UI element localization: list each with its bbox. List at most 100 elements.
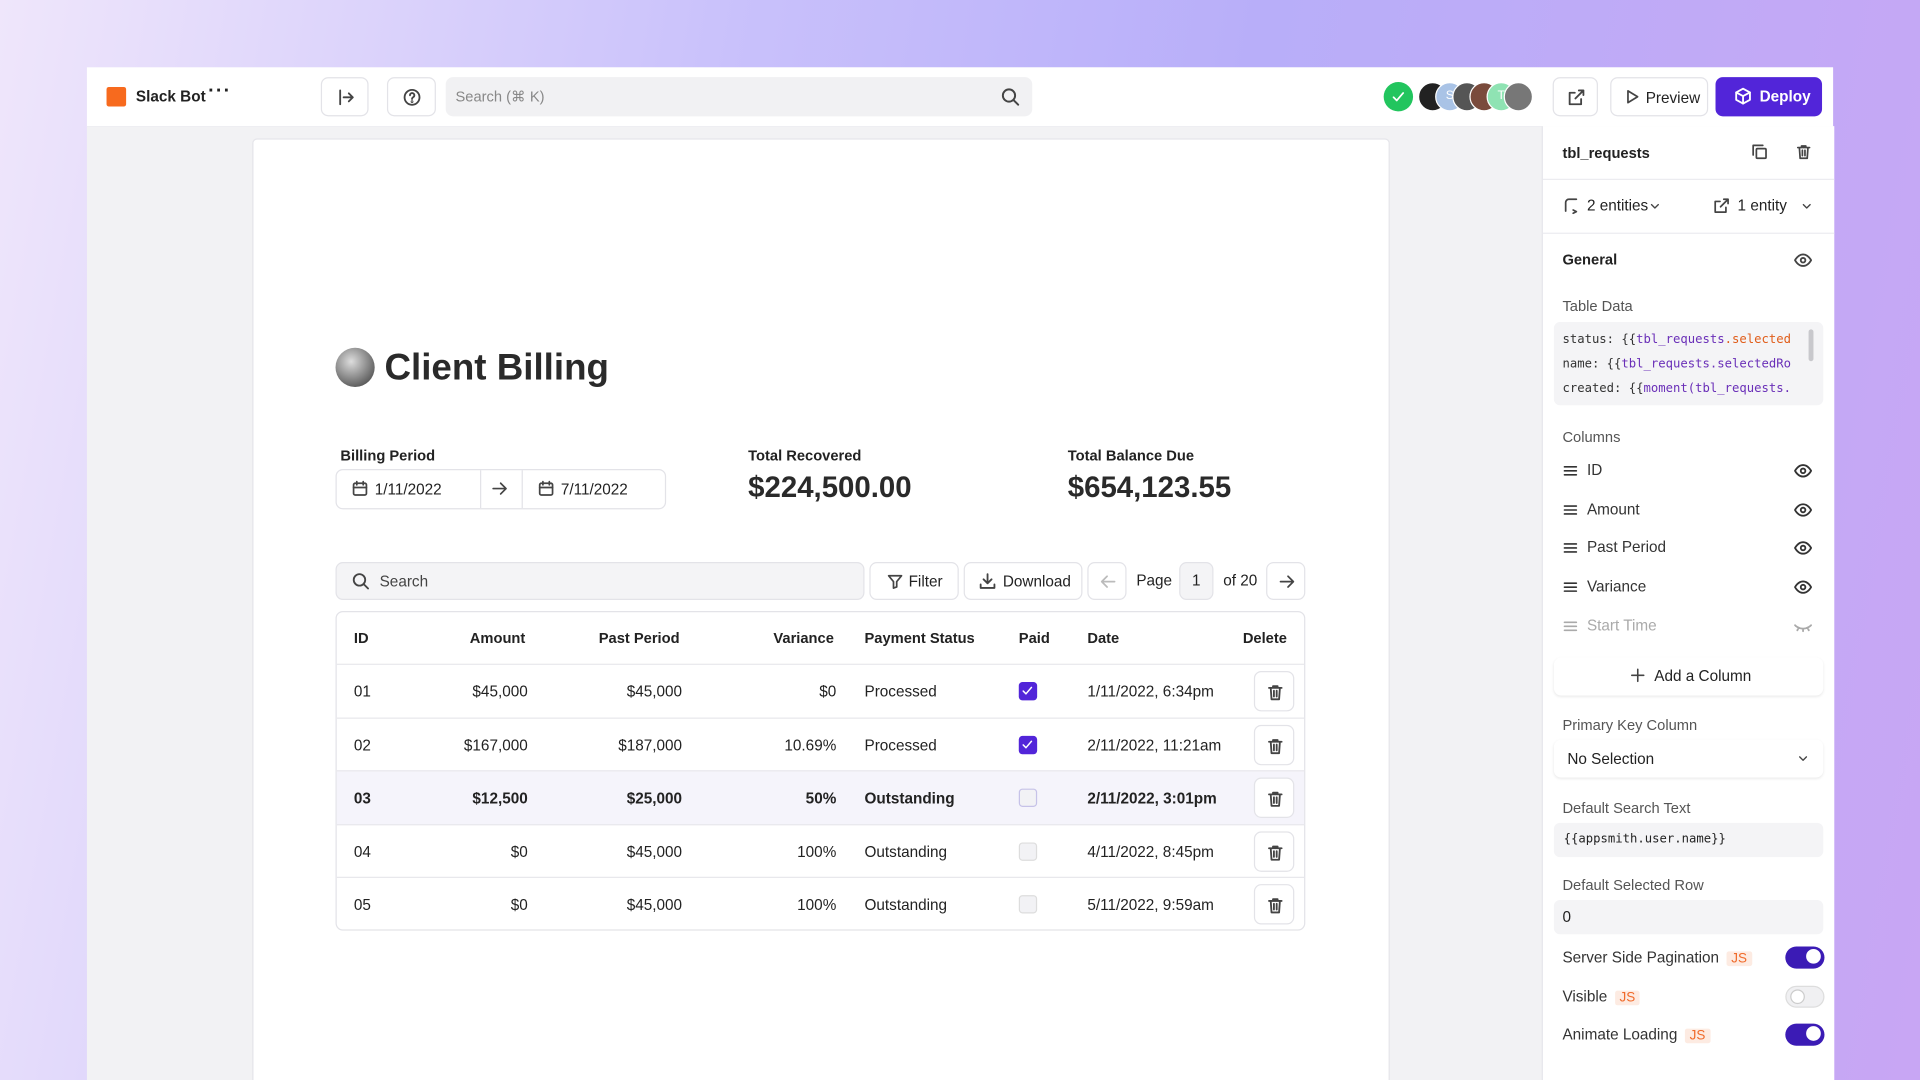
prev-page[interactable] (1087, 562, 1127, 601)
cell: $0 (819, 683, 837, 701)
help-button[interactable] (386, 77, 436, 117)
drag-icon (1563, 504, 1578, 515)
drag-icon (1563, 543, 1578, 554)
copy-icon (1752, 144, 1767, 160)
column-header: ID (353, 629, 369, 647)
trash-icon (1268, 845, 1283, 861)
input-value: 0 (1562, 908, 1571, 926)
share-icon (1714, 198, 1729, 214)
preview-label: Preview (1645, 89, 1701, 107)
delete-button[interactable] (1253, 724, 1295, 765)
column-name[interactable]: ID (1586, 461, 1603, 479)
drag-icon (1563, 582, 1578, 593)
column-name[interactable]: Start Time (1586, 616, 1657, 635)
toggle-switch[interactable] (1785, 1023, 1825, 1046)
paid-checkbox[interactable] (1018, 842, 1038, 861)
cell: 01 (353, 683, 371, 701)
column-header: Amount (469, 629, 526, 647)
preview-button[interactable]: Preview (1610, 77, 1709, 117)
field-label: Primary Key Column (1562, 716, 1698, 734)
code-token: .selectedRo (1709, 357, 1792, 372)
cell: $167,000 (463, 736, 528, 754)
entities-out[interactable]: 1 entity (1737, 197, 1787, 215)
toggle-sidebar[interactable] (320, 77, 369, 117)
column-name[interactable]: Past Period (1586, 539, 1667, 557)
field-label: Default Selected Row (1562, 876, 1704, 894)
js-badge: JS (1684, 1028, 1711, 1044)
add-column-label: Add a Column (1654, 667, 1752, 685)
cell: Outstanding (864, 790, 955, 808)
primary-key-select[interactable]: No Selection (1553, 739, 1824, 778)
toggle-knob (1790, 988, 1805, 1004)
delete-button[interactable] (1253, 884, 1295, 925)
code-line: created: {{moment(tbl_requests. (1562, 382, 1791, 395)
more-menu[interactable]: ··· (208, 80, 232, 102)
cell: Processed (864, 736, 937, 754)
property-pane: tbl_requests 2 entities 1 entity General Tab… (1541, 126, 1835, 1080)
deploy-button[interactable]: Deploy (1715, 77, 1823, 117)
deploy-icon (1735, 87, 1751, 105)
filter-button[interactable]: Filter (869, 562, 959, 601)
cell: 50% (805, 790, 837, 808)
input-value: {{appsmith.user.name}} (1563, 832, 1726, 847)
add-column-button[interactable]: Add a Column (1553, 657, 1824, 696)
code-token: created: {{ (1562, 382, 1644, 396)
code-token: moment(tbl_requests. (1643, 382, 1792, 396)
play-icon (1627, 89, 1639, 104)
toggle-switch[interactable] (1785, 985, 1825, 1008)
table-search[interactable]: Search (335, 562, 865, 601)
eye-icon (1794, 502, 1813, 517)
column-header: Past Period (598, 629, 680, 647)
code-token: tbl_requests (1621, 357, 1710, 372)
cell: $187,000 (618, 736, 683, 754)
trash-icon (1268, 898, 1283, 914)
search-text-input[interactable]: {{appsmith.user.name}} (1553, 822, 1824, 858)
divider (1542, 178, 1835, 181)
selected-row-input[interactable]: 0 (1553, 900, 1824, 935)
column-name[interactable]: Variance (1586, 578, 1647, 596)
header-search[interactable]: Search (⌘ K) (445, 77, 1033, 117)
delete-button[interactable] (1253, 777, 1295, 819)
cell: 4/11/2022, 8:45pm (1087, 843, 1214, 861)
drag-icon (1563, 621, 1578, 631)
stat-value: $224,500.00 (748, 471, 912, 505)
start-date: 1/11/2022 (374, 481, 442, 499)
table-row[interactable]: 04 $0 $45,000 100% Outstanding 4/11/2022, 8:4… (336, 823, 1305, 879)
merge-icon (1564, 198, 1578, 215)
delete-button[interactable] (1253, 671, 1295, 712)
table-row[interactable]: 02 $167,000 $187,000 10.69% Processed 2/11/20… (336, 717, 1305, 772)
paid-checkbox[interactable] (1018, 682, 1038, 701)
toggle-switch[interactable] (1785, 946, 1825, 969)
check-icon (1392, 92, 1405, 102)
table-row[interactable]: 03 $12,500 $25,000 50% Outstanding 2/11/2022,… (336, 770, 1305, 826)
cell: 05 (353, 896, 371, 914)
entities-in[interactable]: 2 entities (1586, 197, 1649, 215)
page-card: Client Billing Billing Period 1/11/2022 7/1… (252, 138, 1390, 1080)
download-button[interactable]: Download (963, 562, 1083, 601)
stat-value: $654,123.55 (1067, 471, 1232, 505)
cell: $45,000 (626, 683, 683, 701)
field-label: Columns (1562, 428, 1621, 446)
column-name[interactable]: Amount (1586, 500, 1640, 518)
paid-checkbox[interactable] (1018, 788, 1038, 808)
cell: 2/11/2022, 11:21am (1087, 736, 1222, 754)
next-page[interactable] (1266, 562, 1306, 601)
date-picker[interactable]: 1/11/2022 7/11/2022 (335, 468, 667, 510)
cal-icon (352, 480, 368, 496)
cal-icon (538, 480, 554, 496)
field-label: Table Data (1562, 297, 1633, 315)
table-row[interactable]: 01 $45,000 $45,000 $0 Processed 1/11/2022, 6:… (336, 663, 1305, 719)
page-title: Client Billing (384, 347, 609, 389)
cell: $45,000 (472, 683, 528, 701)
code-editor[interactable]: status: {{tbl_requests.selected name: {{t… (1553, 322, 1824, 406)
delete-button[interactable] (1253, 831, 1295, 872)
table-row[interactable]: 05 $0 $45,000 100% Outstanding 5/11/2022, 9:5… (336, 877, 1305, 929)
js-badge: JS (1614, 990, 1641, 1005)
trash-icon (1796, 145, 1811, 160)
paid-checkbox[interactable] (1018, 895, 1038, 914)
share-button[interactable] (1552, 77, 1598, 117)
page-number[interactable]: 1 (1179, 562, 1214, 601)
eye-icon (1794, 580, 1813, 594)
paid-checkbox[interactable] (1018, 735, 1038, 754)
